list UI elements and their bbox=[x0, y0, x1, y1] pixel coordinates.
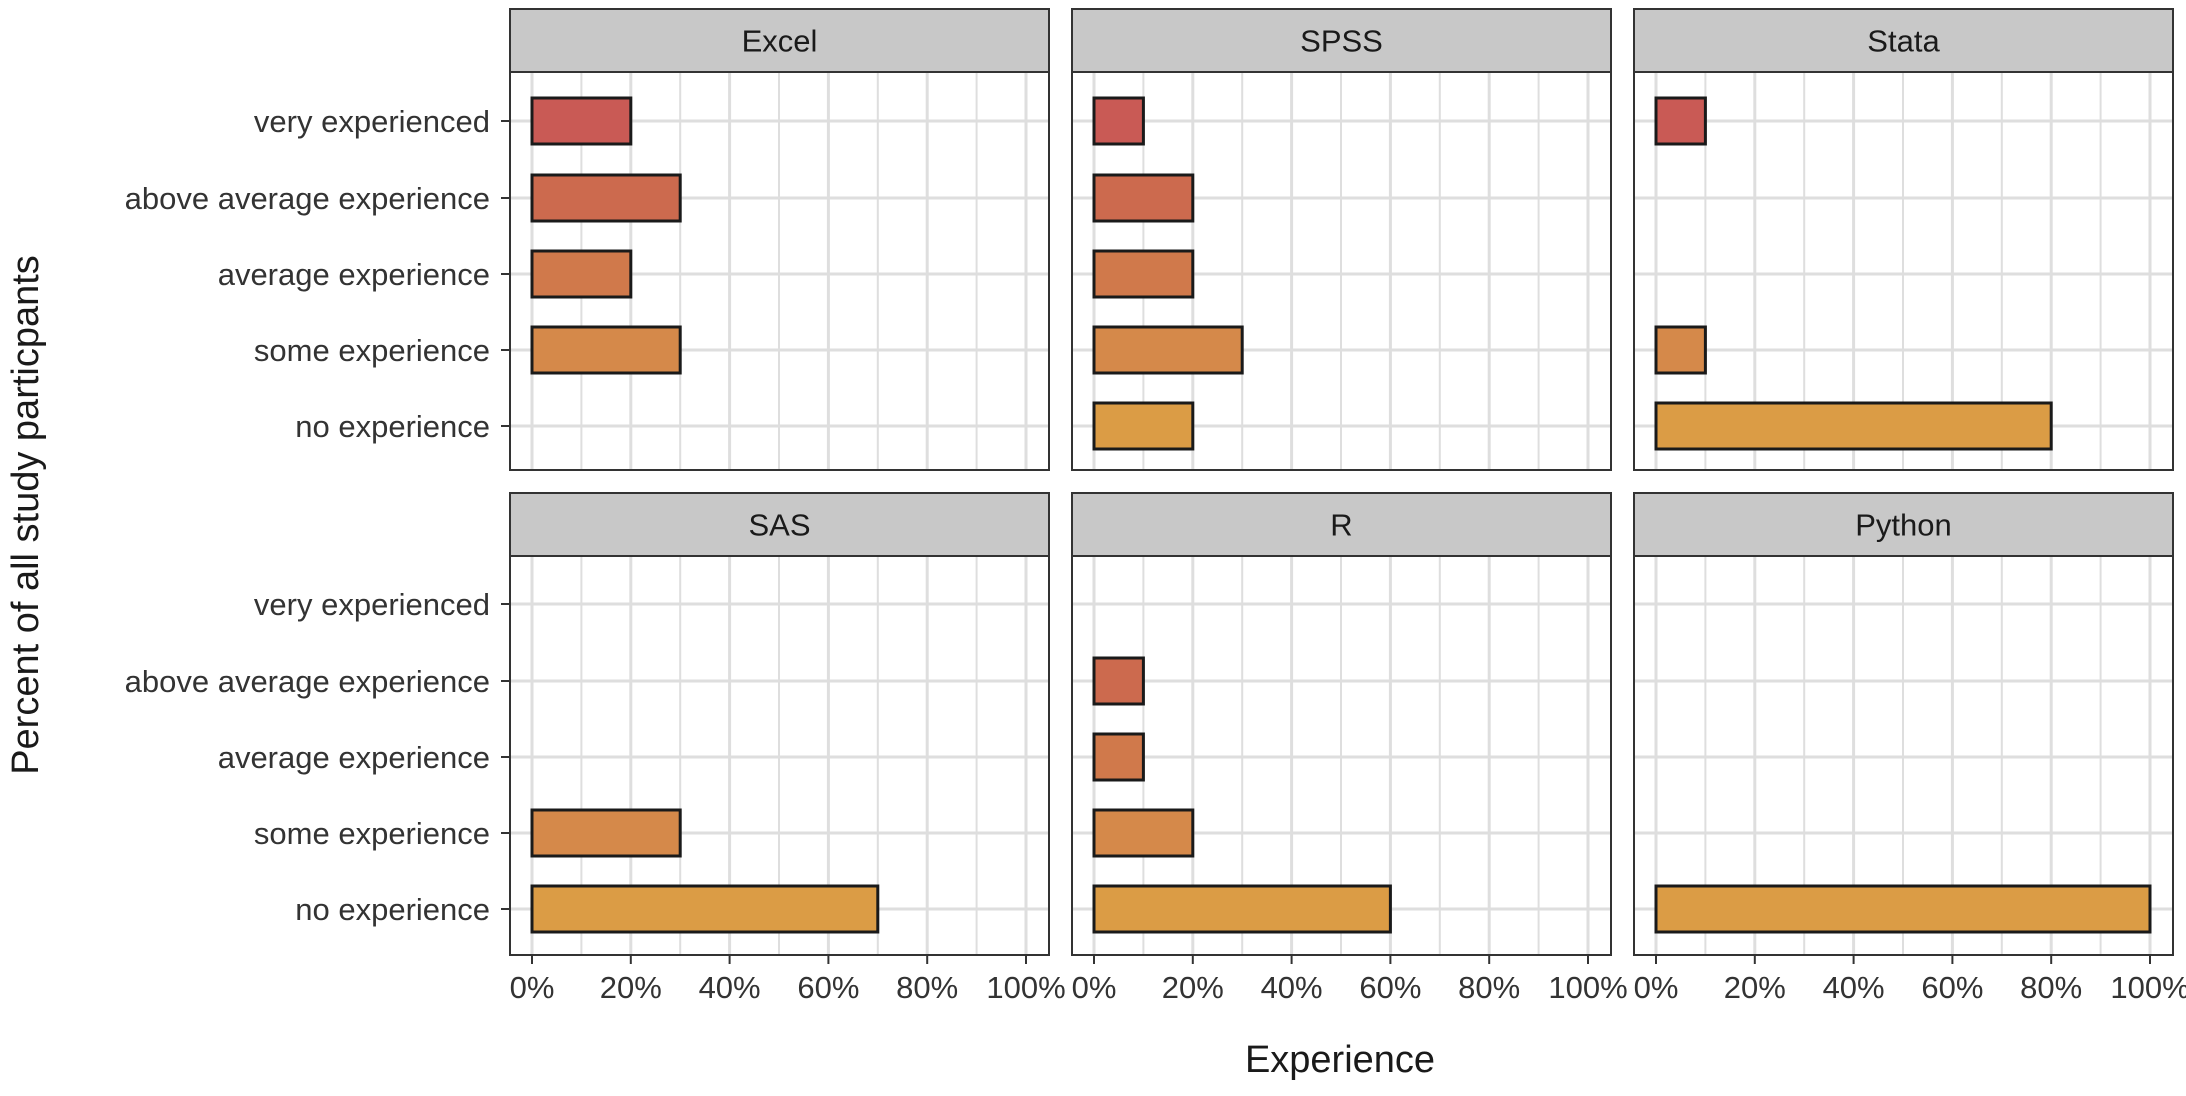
bar-r-some-experience bbox=[1092, 808, 1195, 858]
x-tick-label: 60% bbox=[1921, 970, 1983, 1005]
x-tick-label: 60% bbox=[1359, 970, 1421, 1005]
bar-stata-some-experience bbox=[1654, 325, 1707, 375]
bar-sas-some-experience bbox=[530, 808, 682, 858]
panel-excel: Excel very experienced above average exper… bbox=[125, 8, 1050, 471]
x-tick-label: 100% bbox=[1548, 970, 1627, 1005]
x-tick-label: 80% bbox=[1458, 970, 1520, 1005]
panel-stata: Stata bbox=[1633, 8, 2174, 471]
x-tick-label: 40% bbox=[1823, 970, 1885, 1005]
x-tick-label: 0% bbox=[1634, 970, 1679, 1005]
x-tick-label: 80% bbox=[2020, 970, 2082, 1005]
y-axis-title: Percent of all study particpants bbox=[5, 255, 47, 775]
x-axis-title: Experience bbox=[1245, 1039, 1435, 1081]
facet-label-python: Python bbox=[1855, 508, 1952, 543]
bar-spss-very-experienced bbox=[1092, 96, 1145, 146]
x-tick-label: 0% bbox=[510, 970, 555, 1005]
facet-label-excel: Excel bbox=[742, 24, 818, 59]
bar-excel-very-experienced bbox=[530, 96, 633, 146]
y-tick-label: some experience bbox=[254, 333, 490, 368]
y-tick-label: no experience bbox=[295, 892, 490, 927]
bar-stata-no-experience bbox=[1654, 401, 2053, 451]
panel-sas: SAS very experienced above average experie… bbox=[125, 492, 1066, 1005]
bar-excel-above-average-experience bbox=[530, 173, 682, 223]
x-tick-label: 20% bbox=[1162, 970, 1224, 1005]
facet-strip bbox=[1071, 8, 1612, 73]
facet-label-stata: Stata bbox=[1867, 24, 1940, 59]
bar-spss-average-experience bbox=[1092, 249, 1195, 299]
facet-strip bbox=[1633, 8, 2174, 73]
y-tick-label: some experience bbox=[254, 816, 490, 851]
x-tick-label: 100% bbox=[986, 970, 1065, 1005]
bar-r-above-average-experience bbox=[1092, 656, 1145, 706]
x-tick-label: 80% bbox=[896, 970, 958, 1005]
bar-spss-above-average-experience bbox=[1092, 173, 1195, 223]
y-tick-label: no experience bbox=[295, 409, 490, 444]
facet-strip bbox=[509, 492, 1050, 557]
x-tick-label: 20% bbox=[600, 970, 662, 1005]
x-tick-label: 100% bbox=[2110, 970, 2186, 1005]
x-tick-label: 40% bbox=[699, 970, 761, 1005]
panel-python: Python 0% 20% 40% 60% 80% 100% bbox=[1633, 492, 2186, 1005]
bar-excel-average-experience bbox=[530, 249, 633, 299]
bar-stata-very-experienced bbox=[1654, 96, 1707, 146]
x-tick-label: 0% bbox=[1072, 970, 1117, 1005]
facet-strip bbox=[1071, 492, 1612, 557]
y-tick-label: average experience bbox=[218, 257, 490, 292]
bar-sas-no-experience bbox=[530, 884, 880, 934]
x-tick-label: 40% bbox=[1261, 970, 1323, 1005]
bar-spss-some-experience bbox=[1092, 325, 1244, 375]
y-tick-label: above average experience bbox=[125, 664, 490, 699]
facet-strip bbox=[1633, 492, 2174, 557]
panel-r: R 0% 20% 40% 60% 80% 100% bbox=[1071, 492, 1628, 1005]
x-tick-label: 20% bbox=[1724, 970, 1786, 1005]
bar-python-no-experience bbox=[1654, 884, 2152, 934]
facet-label-r: R bbox=[1330, 508, 1352, 543]
y-tick-label: very experienced bbox=[254, 104, 490, 139]
panel-spss: SPSS bbox=[1071, 8, 1612, 471]
y-tick-label: very experienced bbox=[254, 587, 490, 622]
y-tick-label: above average experience bbox=[125, 181, 490, 216]
bar-r-no-experience bbox=[1092, 884, 1392, 934]
x-tick-label: 60% bbox=[797, 970, 859, 1005]
facet-label-sas: SAS bbox=[748, 508, 810, 543]
y-tick-label: average experience bbox=[218, 740, 490, 775]
facet-label-spss: SPSS bbox=[1300, 24, 1383, 59]
bar-spss-no-experience bbox=[1092, 401, 1195, 451]
bar-excel-some-experience bbox=[530, 325, 682, 375]
bar-r-average-experience bbox=[1092, 732, 1145, 782]
facet-strip bbox=[509, 8, 1050, 73]
